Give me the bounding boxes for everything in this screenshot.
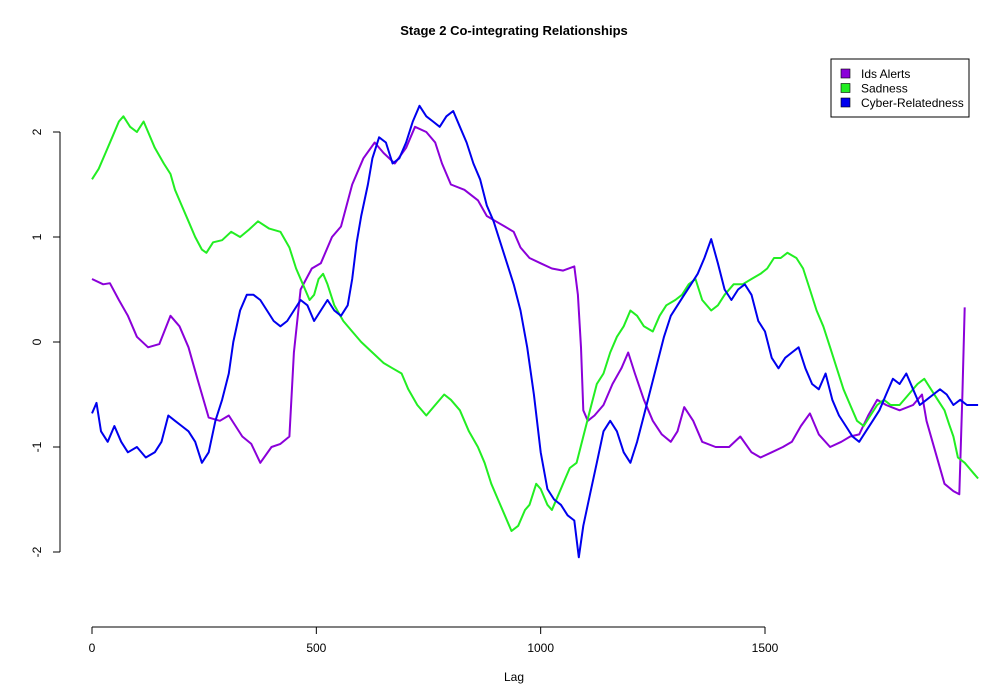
y-tick-label: 1	[30, 233, 44, 240]
chart-title: Stage 2 Co-integrating Relationships	[400, 23, 628, 38]
plot-area	[91, 104, 979, 559]
y-tick-label: 2	[30, 128, 44, 135]
x-tick-label: 1000	[527, 641, 554, 655]
legend-box	[830, 58, 970, 118]
x-axis-ticks: 0 500 1000 1500	[89, 627, 779, 655]
x-tick-label: 1500	[752, 641, 779, 655]
series-line-sadness	[91, 115, 979, 532]
legend-swatch	[840, 83, 851, 93]
legend-label: Cyber-Relatedness	[861, 96, 964, 110]
legend-label: Sadness	[861, 82, 908, 96]
y-tick-label: -1	[30, 441, 44, 452]
legend-swatch	[840, 68, 851, 79]
legend-swatch	[840, 97, 851, 108]
x-tick-label: 500	[306, 641, 326, 655]
x-tick-label: 0	[89, 641, 96, 655]
legend-label: Ids Alerts	[861, 67, 910, 81]
y-tick-label: 0	[30, 338, 44, 345]
series-line-ids-alerts	[91, 125, 966, 496]
x-axis-label: Lag	[504, 670, 524, 684]
y-tick-label: -2	[30, 546, 44, 557]
y-axis-ticks: -2 -1 0 1 2	[30, 128, 60, 557]
series-line-cyber-relatedness	[91, 104, 979, 559]
